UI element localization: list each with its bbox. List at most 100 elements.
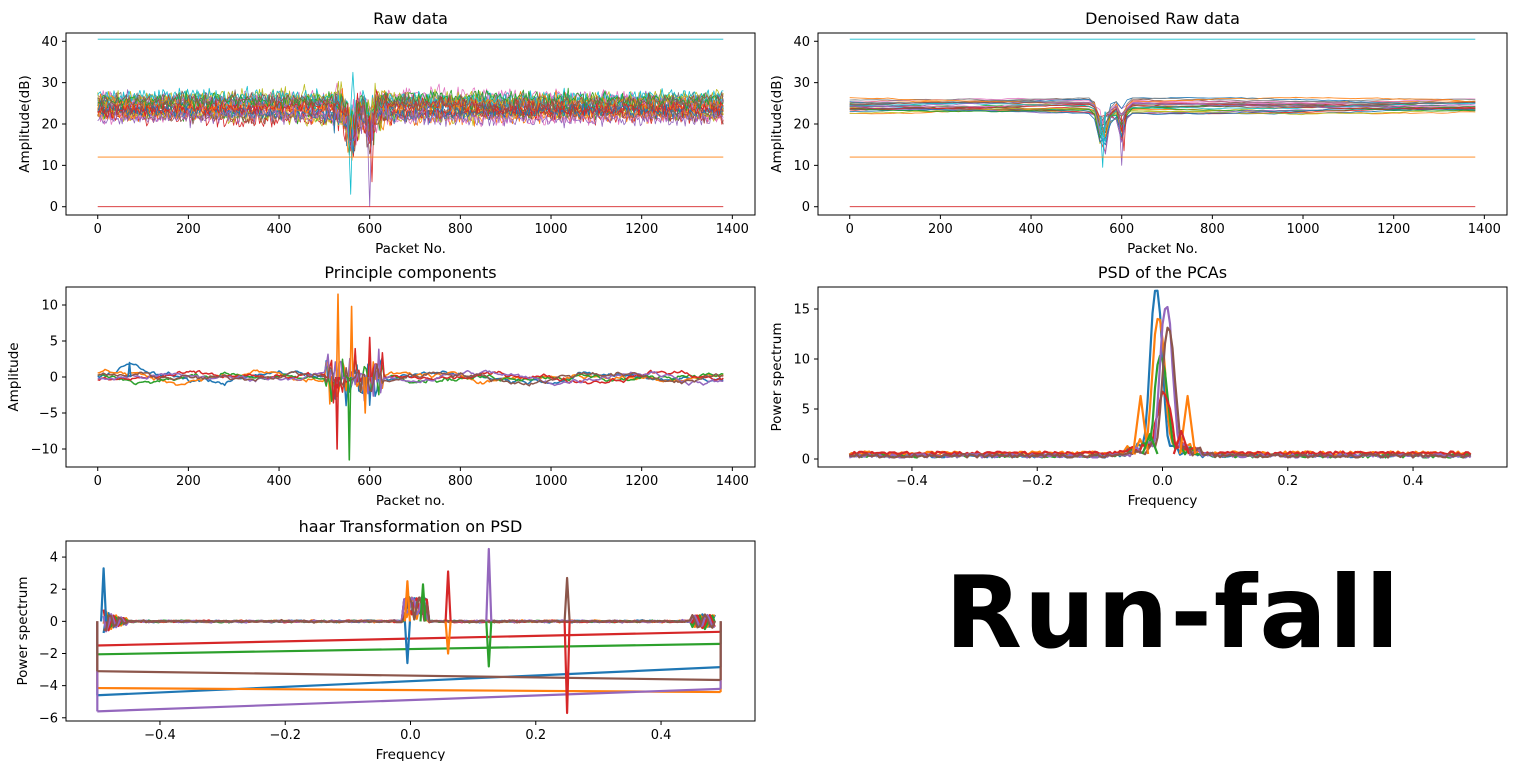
component-peak bbox=[363, 376, 368, 414]
trace-line bbox=[97, 82, 724, 128]
y-tick-label: 0 bbox=[50, 371, 58, 386]
component-peak bbox=[349, 305, 354, 378]
trace-line bbox=[849, 101, 1476, 135]
trace-line bbox=[97, 90, 724, 147]
x-tick-label: 600 bbox=[357, 222, 382, 237]
haar-spike bbox=[444, 621, 452, 655]
psd-line bbox=[848, 317, 1471, 457]
chart-title: Principle components bbox=[324, 263, 496, 282]
axes-frame bbox=[817, 32, 1508, 216]
y-tick-label: 40 bbox=[41, 35, 58, 50]
dip-line bbox=[1120, 111, 1127, 152]
psd-side-lobe bbox=[1141, 432, 1159, 455]
x-tick-label: 0.4 bbox=[1403, 474, 1424, 489]
y-tick-label: 20 bbox=[41, 118, 58, 133]
x-axis-label: Frequency bbox=[1128, 493, 1198, 509]
subplot-2: 0 200 400 600 800 1000 1200 1400 0 10 20 30 40 Denois… bbox=[769, 9, 1508, 257]
y-axis-label: Amplitude(dB) bbox=[769, 75, 785, 173]
trace-line bbox=[97, 81, 724, 136]
x-tick-label: −0.2 bbox=[269, 728, 301, 743]
y-axis-label: Power spectrum bbox=[769, 323, 785, 432]
x-tick-label: 200 bbox=[176, 474, 201, 489]
x-tick-label: 400 bbox=[267, 474, 292, 489]
trace-line bbox=[849, 105, 1476, 139]
y-tick-label: 4 bbox=[50, 551, 58, 566]
x-tick-label: 0.4 bbox=[651, 728, 672, 743]
y-tick-label: 0 bbox=[802, 453, 810, 468]
y-tick-label: 10 bbox=[41, 159, 58, 174]
y-tick-label: −5 bbox=[39, 407, 58, 422]
x-tick-label: 1000 bbox=[534, 222, 567, 237]
x-tick-label: 0 bbox=[94, 474, 102, 489]
x-tick-label: 1200 bbox=[625, 222, 658, 237]
x-tick-label: 1400 bbox=[716, 474, 749, 489]
x-tick-label: 0.0 bbox=[400, 728, 421, 743]
haar-spike bbox=[419, 583, 427, 622]
component-line bbox=[97, 348, 724, 402]
haar-spike bbox=[444, 570, 452, 622]
subplot-3: 0 200 400 600 800 1000 1200 1400 −10 −5 0 5 10 Princi… bbox=[6, 263, 756, 509]
x-axis-label: Packet no. bbox=[376, 493, 445, 509]
component-line bbox=[97, 347, 724, 404]
trace-line bbox=[849, 98, 1476, 135]
x-tick-label: 200 bbox=[928, 222, 953, 237]
x-tick-label: 1000 bbox=[1286, 222, 1319, 237]
x-tick-label: 1200 bbox=[625, 474, 658, 489]
x-tick-label: 200 bbox=[176, 222, 201, 237]
x-tick-label: −0.2 bbox=[1021, 474, 1053, 489]
haar-spike bbox=[563, 576, 571, 622]
x-tick-label: 0.2 bbox=[1277, 474, 1298, 489]
subplot-4: −0.4 −0.2 0.0 0.2 0.4 0 5 10 15 PSD of the PCAs Fr… bbox=[769, 263, 1508, 509]
x-tick-label: 0.0 bbox=[1152, 474, 1173, 489]
x-tick-label: 0 bbox=[94, 222, 102, 237]
psd-side-lobe bbox=[1132, 394, 1150, 455]
psd-side-lobe bbox=[1172, 429, 1190, 455]
run-fall-label: Run-fall bbox=[945, 554, 1402, 671]
subplot-1: 0 200 400 600 800 1000 1200 1400 0 10 20 30 40 Raw da… bbox=[17, 9, 756, 257]
plot-area-3 bbox=[97, 293, 724, 461]
y-tick-label: 10 bbox=[793, 159, 810, 174]
plot-area-2 bbox=[849, 38, 1476, 208]
x-tick-label: 600 bbox=[1109, 222, 1134, 237]
dip-line bbox=[1118, 111, 1125, 166]
plot-area-5 bbox=[96, 547, 722, 715]
y-tick-label: 0 bbox=[50, 615, 58, 630]
trace-line bbox=[97, 87, 724, 133]
haar-spike bbox=[100, 567, 108, 622]
component-line bbox=[97, 363, 724, 394]
component-peak bbox=[367, 336, 372, 378]
haar-spike bbox=[563, 621, 571, 715]
trace-line bbox=[849, 97, 1476, 125]
chart-title: haar Transformation on PSD bbox=[299, 517, 523, 536]
y-tick-label: 30 bbox=[793, 76, 810, 91]
trace-line bbox=[97, 101, 724, 151]
y-tick-label: 20 bbox=[793, 118, 810, 133]
y-tick-label: 2 bbox=[50, 583, 58, 598]
y-tick-label: 0 bbox=[50, 200, 58, 215]
haar-spike bbox=[485, 621, 493, 668]
x-axis-label: Frequency bbox=[376, 747, 446, 761]
x-tick-label: −0.4 bbox=[896, 474, 928, 489]
x-tick-label: 1400 bbox=[1468, 222, 1501, 237]
component-peak bbox=[127, 361, 132, 378]
component-line bbox=[97, 359, 724, 405]
y-tick-label: 40 bbox=[793, 35, 810, 50]
y-tick-label: 15 bbox=[793, 303, 810, 318]
dip-line bbox=[1099, 111, 1106, 168]
y-tick-label: 5 bbox=[50, 335, 58, 350]
component-peak bbox=[334, 376, 340, 450]
trace-line bbox=[849, 101, 1476, 127]
plot-area-4 bbox=[848, 289, 1472, 459]
x-tick-label: −0.4 bbox=[144, 728, 176, 743]
trace-line bbox=[849, 107, 1476, 143]
x-tick-label: 800 bbox=[1200, 222, 1225, 237]
y-tick-label: 30 bbox=[41, 76, 58, 91]
x-tick-label: 600 bbox=[357, 474, 382, 489]
dip-line bbox=[368, 111, 375, 183]
y-tick-label: 0 bbox=[802, 200, 810, 215]
chart-title: Raw data bbox=[373, 9, 448, 28]
dip-line bbox=[349, 71, 356, 116]
haar-spike bbox=[485, 547, 493, 622]
component-peak bbox=[347, 376, 352, 461]
